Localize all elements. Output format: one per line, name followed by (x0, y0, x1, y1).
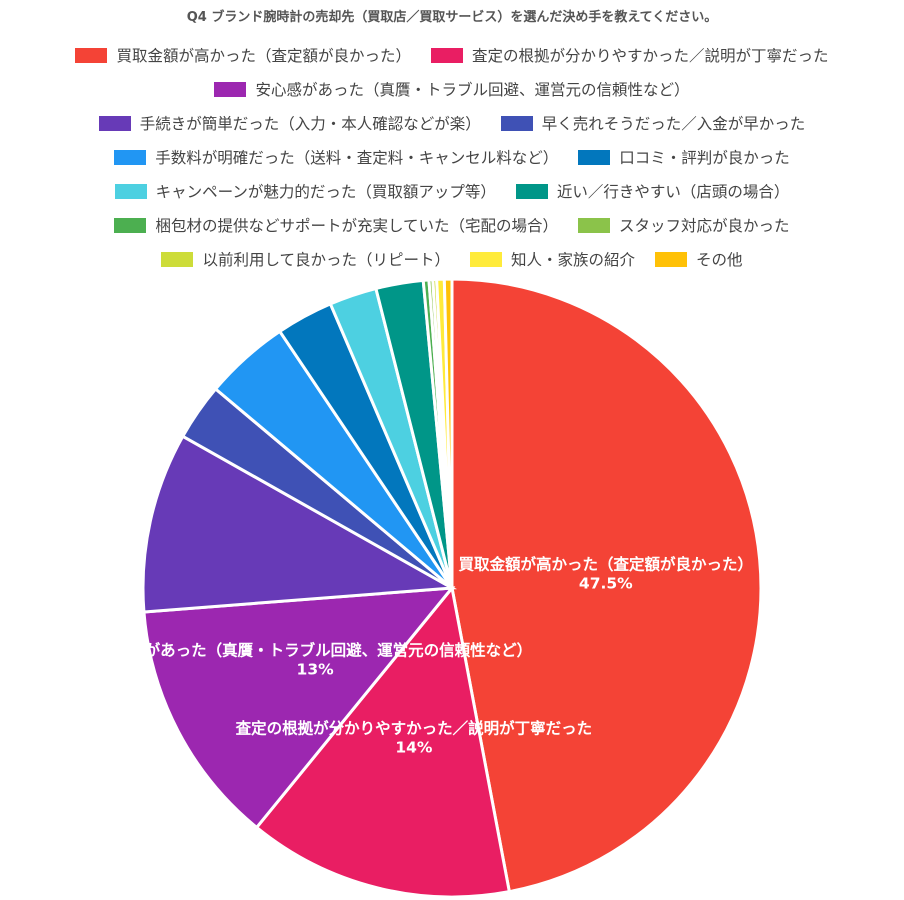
legend-row: 手数料が明確だった（送料・査定料・キャンセル料など） 口コミ・評判が良かった (6, 140, 898, 174)
legend-swatch (578, 149, 611, 165)
legend-label: 安心感があった（真贋・トラブル回避、運営元の信頼性など） (255, 81, 690, 99)
legend-swatch (214, 81, 247, 97)
legend-label: 以前利用して良かった（リピート） (202, 251, 450, 269)
legend-item[interactable]: 査定の根拠が分かりやすかった／説明が丁寧だった (431, 44, 829, 66)
legend-swatch (114, 217, 147, 233)
legend-label: 口コミ・評判が良かった (619, 149, 790, 167)
legend-row: 梱包材の提供などサポートが充実していた（宅配の場合） スタッフ対応が良かった (6, 208, 898, 242)
legend-item[interactable]: キャンペーンが魅力的だった（買取額アップ等） (114, 180, 496, 202)
pie-slice[interactable] (442, 277, 454, 589)
legend-item[interactable]: 口コミ・評判が良かった (578, 146, 790, 168)
legend-label: 早く売れそうだった／入金が早かった (541, 115, 806, 133)
legend-swatch (578, 217, 611, 233)
legend-row: 安心感があった（真贋・トラブル回避、運営元の信頼性など） (6, 72, 898, 106)
slice-value-label: 47.5% (579, 575, 633, 593)
legend-swatch (470, 251, 502, 267)
legend-label: 査定の根拠が分かりやすかった／説明が丁寧だった (472, 47, 829, 65)
legend-swatch (98, 115, 131, 131)
legend-label: キャンペーンが魅力的だった（買取額アップ等） (155, 183, 496, 201)
legend-item[interactable]: 以前利用して良かった（リピート） (161, 248, 450, 270)
legend-label: その他 (696, 251, 743, 269)
legend-row: 買取金額が高かった（査定額が良かった） 査定の根拠が分かりやすかった／説明が丁寧… (6, 38, 898, 72)
chart-title: Q4 ブランド腕時計の売却先（買取店／買取サービス）を選んだ決め手を教えてくださ… (186, 10, 718, 25)
slice-label: 査定の根拠が分かりやすかった／説明が丁寧だった (236, 719, 593, 738)
legend-swatch (431, 47, 463, 63)
legend-row: 手続きが簡単だった（入力・本人確認などが楽） 早く売れそうだった／入金が早かった (6, 106, 898, 140)
legend-item[interactable]: 早く売れそうだった／入金が早かった (500, 112, 806, 134)
legend-label: 手数料が明確だった（送料・査定料・キャンセル料など） (155, 149, 559, 167)
legend-item[interactable]: 手数料が明確だった（送料・査定料・キャンセル料など） (114, 146, 558, 168)
legend-label: 買取金額が高かった（査定額が良かった） (116, 47, 411, 65)
legend-item[interactable]: スタッフ対応が良かった (578, 214, 790, 236)
slice-value-label: 14% (395, 739, 433, 757)
legend-swatch (500, 115, 533, 131)
legend-swatch (75, 47, 108, 63)
slice-value-label: 13% (297, 661, 335, 679)
slice-label: 安心感があった（真贋・トラブル回避、運営元の信頼性など） (98, 641, 532, 660)
legend-label: 梱包材の提供などサポートが充実していた（宅配の場合） (155, 217, 559, 235)
legend-swatch (161, 251, 194, 267)
pie-slice[interactable] (142, 586, 456, 830)
legend-item[interactable]: 手続きが簡単だった（入力・本人確認などが楽） (98, 112, 481, 134)
pie-slice[interactable] (141, 434, 458, 614)
legend-label: スタッフ対応が良かった (619, 217, 790, 235)
legend-label: 手続きが簡単だった（入力・本人確認などが楽） (139, 115, 481, 133)
legend-label: 知人・家族の紹介 (511, 251, 636, 269)
legend-item[interactable]: 梱包材の提供などサポートが充実していた（宅配の場合） (114, 214, 558, 236)
pie-slice[interactable] (450, 277, 763, 894)
legend-swatch (114, 183, 147, 199)
legend-item[interactable]: その他 (655, 248, 743, 270)
legend-swatch (515, 183, 548, 199)
legend-label: 近い／行きやすい（店頭の場合） (556, 183, 790, 201)
slice-label: 買取金額が高かった（査定額が良かった） (459, 555, 754, 574)
legend-item[interactable]: 安心感があった（真贋・トラブル回避、運営元の信頼性など） (214, 78, 690, 100)
legend-item[interactable]: 知人・家族の紹介 (470, 248, 635, 270)
legend-row: 以前利用して良かった（リピート） 知人・家族の紹介 その他 (6, 242, 898, 276)
legend-item[interactable]: 買取金額が高かった（査定額が良かった） (75, 44, 411, 66)
legend: 買取金額が高かった（査定額が良かった） 査定の根拠が分かりやすかった／説明が丁寧… (6, 38, 898, 276)
legend-swatch (655, 251, 688, 267)
legend-swatch (114, 149, 147, 165)
pie-slice[interactable] (254, 584, 512, 899)
legend-row: キャンペーンが魅力的だった（買取額アップ等） 近い／行きやすい（店頭の場合） (6, 174, 898, 208)
legend-item[interactable]: 近い／行きやすい（店頭の場合） (515, 180, 790, 202)
